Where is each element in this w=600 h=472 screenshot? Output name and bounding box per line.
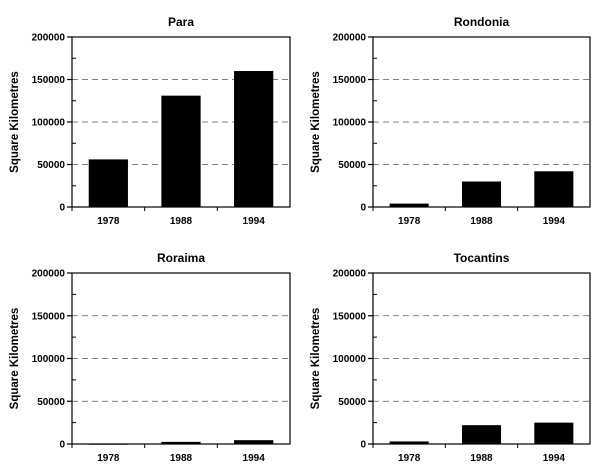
bar-1978 bbox=[389, 441, 429, 444]
x-tick-label: 1994 bbox=[543, 216, 566, 227]
bar-1988 bbox=[161, 95, 201, 207]
chart-title: Roraima bbox=[157, 251, 205, 265]
x-tick-label: 1978 bbox=[97, 453, 120, 464]
x-tick-label: 1994 bbox=[243, 453, 266, 464]
y-tick-label: 150000 bbox=[32, 311, 66, 322]
y-tick-label: 50000 bbox=[37, 397, 65, 408]
y-tick-label: 100000 bbox=[333, 354, 367, 365]
bar-1994 bbox=[534, 171, 574, 207]
bar-1978 bbox=[88, 443, 128, 445]
bar-1978 bbox=[88, 159, 128, 207]
x-tick-label: 1994 bbox=[243, 216, 266, 227]
y-tick-label: 100000 bbox=[32, 354, 66, 365]
y-tick-label: 150000 bbox=[32, 75, 66, 86]
chart-rondonia: Rondonia 0 50000 100000 150000 200000 Square K… bbox=[310, 15, 591, 227]
chart-title: Rondonia bbox=[454, 15, 510, 29]
x-tick-label: 1994 bbox=[543, 453, 566, 464]
y-axis-label: Square Kilometres bbox=[9, 308, 21, 410]
chart-title: Para bbox=[168, 15, 194, 29]
x-tick-label: 1988 bbox=[170, 216, 193, 227]
y-axis-label: Square Kilometres bbox=[310, 71, 322, 173]
y-tick-label: 150000 bbox=[333, 311, 367, 322]
bar-1994 bbox=[234, 440, 274, 444]
chart-tocantins: Tocantins 0 50000 100000 150000 200000 Square … bbox=[310, 251, 591, 464]
y-tick-label: 200000 bbox=[32, 269, 66, 280]
y-tick-label: 50000 bbox=[37, 160, 65, 171]
y-tick-label: 150000 bbox=[333, 75, 367, 86]
y-tick-label: 200000 bbox=[32, 33, 66, 44]
y-tick-label: 0 bbox=[59, 203, 65, 214]
y-axis-label: Square Kilometres bbox=[310, 308, 322, 410]
y-tick-label: 0 bbox=[360, 203, 366, 214]
y-tick-label: 200000 bbox=[333, 269, 367, 280]
x-tick-label: 1988 bbox=[170, 453, 193, 464]
y-tick-label: 200000 bbox=[333, 33, 367, 44]
x-tick-label: 1978 bbox=[398, 216, 421, 227]
chart-para: Para 0 50000 100000 150000 200000 Square Kilom… bbox=[9, 15, 291, 227]
y-tick-label: 0 bbox=[360, 440, 366, 451]
chart-roraima: Roraima 0 50000 100000 150000 200000 Square Ki… bbox=[9, 251, 291, 464]
bar-1978 bbox=[389, 203, 429, 207]
y-tick-label: 50000 bbox=[338, 397, 366, 408]
bar-1994 bbox=[234, 71, 274, 207]
y-tick-label: 100000 bbox=[32, 118, 66, 129]
x-tick-label: 1978 bbox=[97, 216, 120, 227]
y-tick-label: 50000 bbox=[338, 160, 366, 171]
x-tick-label: 1978 bbox=[398, 453, 421, 464]
bar-1988 bbox=[461, 425, 502, 444]
chart-title: Tocantins bbox=[454, 251, 510, 265]
bar-1994 bbox=[534, 422, 574, 444]
y-tick-label: 0 bbox=[59, 440, 65, 451]
y-axis-label: Square Kilometres bbox=[9, 71, 21, 173]
x-tick-label: 1988 bbox=[470, 453, 493, 464]
y-tick-label: 100000 bbox=[333, 118, 367, 129]
x-tick-label: 1988 bbox=[470, 216, 493, 227]
bar-1988 bbox=[461, 181, 502, 207]
bar-1988 bbox=[161, 441, 201, 444]
